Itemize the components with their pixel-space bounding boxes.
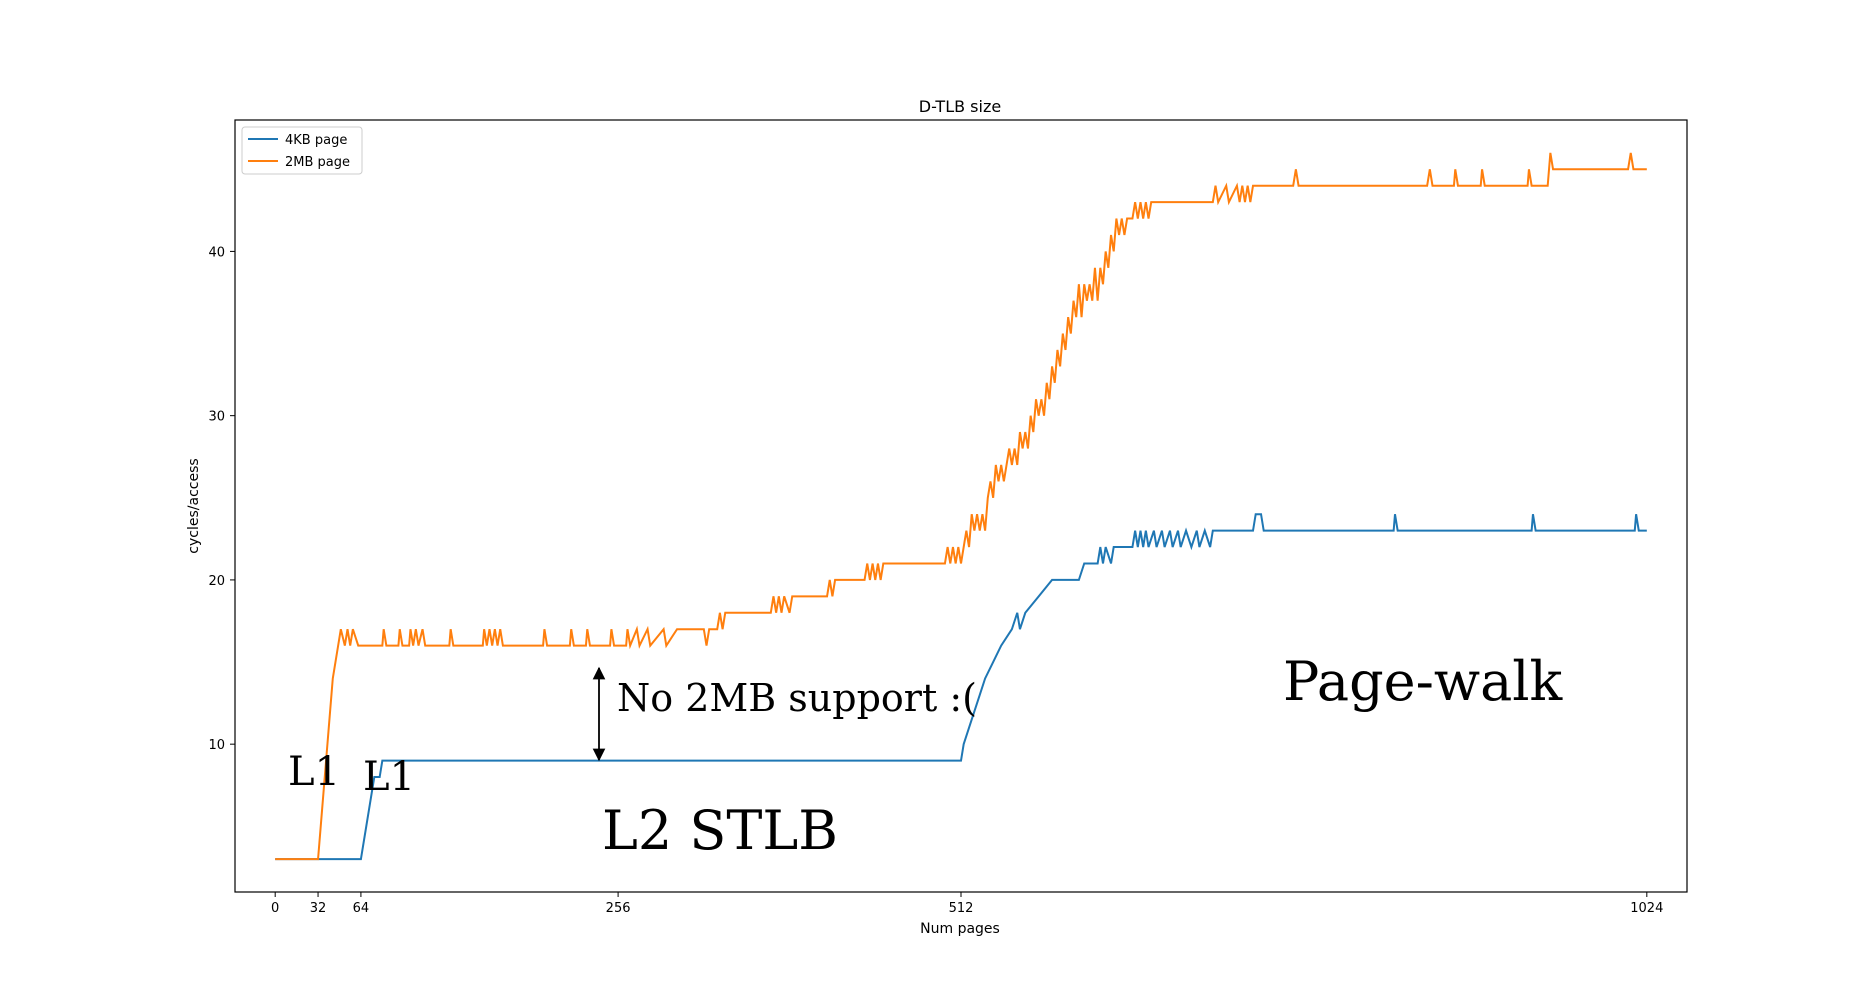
plot-frame xyxy=(234,119,1688,893)
y-tick-label: 20 xyxy=(208,574,225,589)
series-layer xyxy=(275,152,1647,861)
x-axis-label: Num pages xyxy=(920,921,1000,937)
x-axis-ticks: 0 32 64 256 512 1024 xyxy=(271,892,1663,916)
chart-title: D-TLB size xyxy=(919,97,1001,116)
series-line-4kb xyxy=(275,513,1647,861)
series-line-2mb xyxy=(275,152,1647,861)
y-tick-label: 30 xyxy=(208,410,225,425)
x-tick-label: 0 xyxy=(271,901,279,916)
annotation-l1-2mb: L1 xyxy=(288,749,340,795)
y-axis-ticks: 10 20 30 40 xyxy=(208,245,235,753)
annotation-no-2mb-support: No 2MB support :( xyxy=(617,676,977,720)
legend-label-2mb: 2MB page xyxy=(285,155,350,170)
y-tick-label: 40 xyxy=(208,245,225,260)
legend-label-4kb: 4KB page xyxy=(285,133,347,148)
x-tick-label: 32 xyxy=(310,901,327,916)
annotation-l1-4kb: L1 xyxy=(363,754,415,800)
annotation-l2-stlb: L2 STLB xyxy=(602,799,838,862)
y-tick-label: 10 xyxy=(208,738,225,753)
x-tick-label: 64 xyxy=(353,901,370,916)
legend: 4KB page 2MB page xyxy=(241,126,363,175)
y-axis-label: cycles/access xyxy=(186,458,202,553)
x-tick-label: 1024 xyxy=(1630,901,1663,916)
x-tick-label: 256 xyxy=(606,901,631,916)
x-tick-label: 512 xyxy=(949,901,974,916)
annotation-page-walk: Page-walk xyxy=(1283,650,1564,713)
